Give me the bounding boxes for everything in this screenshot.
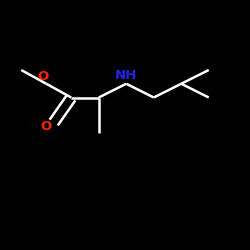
Text: O: O	[38, 70, 49, 83]
Text: O: O	[40, 120, 52, 133]
Text: NH: NH	[115, 69, 138, 82]
